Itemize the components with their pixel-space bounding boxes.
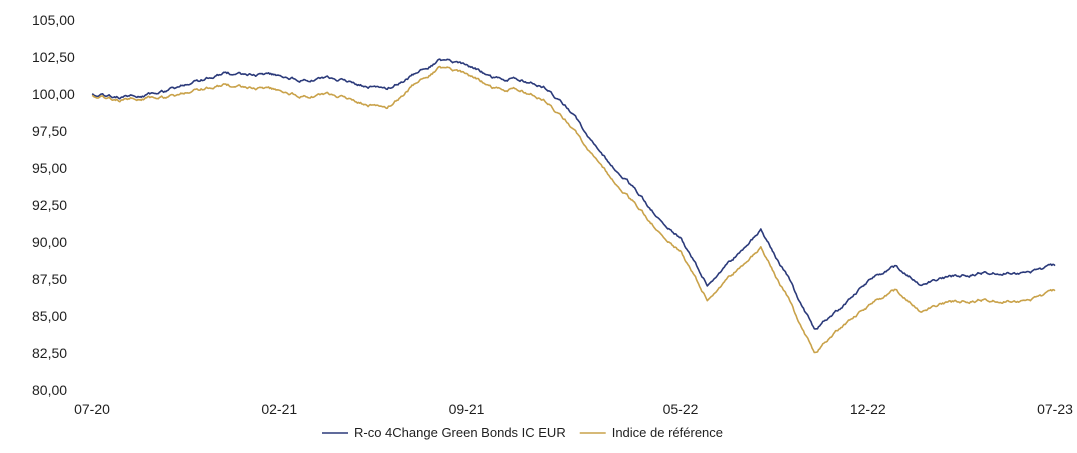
legend-label-1: R-co 4Change Green Bonds IC EUR xyxy=(354,425,566,440)
series-layer xyxy=(91,58,1056,354)
y-tick-label: 80,00 xyxy=(32,382,67,398)
series-line-1 xyxy=(91,58,1056,330)
y-tick-label: 87,50 xyxy=(32,271,67,287)
series-line-2 xyxy=(91,65,1056,354)
y-tick-label: 85,00 xyxy=(32,308,67,324)
y-tick-label: 100,00 xyxy=(32,86,75,102)
x-tick-label: 05-22 xyxy=(663,401,699,417)
y-tick-label: 97,50 xyxy=(32,123,67,139)
y-tick-label: 92,50 xyxy=(32,197,67,213)
y-tick-label: 82,50 xyxy=(32,345,67,361)
x-tick-label: 07-23 xyxy=(1037,401,1073,417)
y-axis: 105,00 102,50 100,00 97,50 95,00 92,50 90,00 87… xyxy=(32,12,75,398)
x-tick-label: 02-21 xyxy=(261,401,297,417)
x-axis: 07-20 02-21 09-21 05-22 12-22 07-23 xyxy=(74,401,1073,417)
legend-label-2: Indice de référence xyxy=(612,425,723,440)
x-tick-label: 12-22 xyxy=(850,401,886,417)
x-tick-label: 09-21 xyxy=(449,401,485,417)
legend: R-co 4Change Green Bonds IC EUR Indice de… xyxy=(322,425,723,440)
y-tick-label: 105,00 xyxy=(32,12,75,28)
y-tick-label: 95,00 xyxy=(32,160,67,176)
y-tick-label: 90,00 xyxy=(32,234,67,250)
y-tick-label: 102,50 xyxy=(32,49,75,65)
x-tick-label: 07-20 xyxy=(74,401,110,417)
